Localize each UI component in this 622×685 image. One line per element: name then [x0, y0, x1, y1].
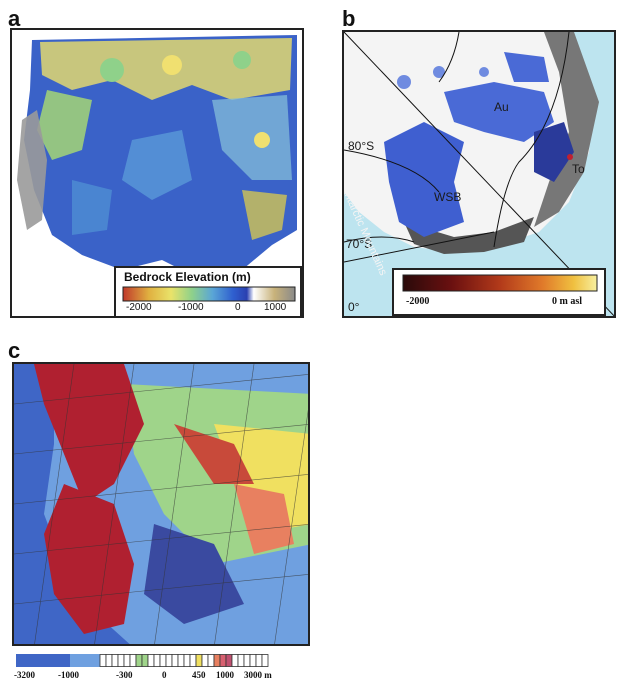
label-wsb: WSB: [434, 190, 462, 204]
panel-a-letter: a: [8, 6, 21, 31]
label-to: To: [572, 162, 585, 176]
legend-b-left: -2000: [406, 296, 430, 307]
colorbar-c: [16, 654, 269, 667]
colorbar-b: [402, 274, 598, 292]
panel-a-map: Bedrock Elevation (m) -2000 -1000: [10, 28, 304, 318]
subglacial-topography-map: [14, 364, 308, 644]
legend-title: Bedrock Elevation (m): [124, 270, 251, 284]
cbar-c-label-0: -3200: [14, 670, 35, 680]
panel-b-legend: -2000 0 m asl: [392, 268, 606, 316]
cbar-c-label-4: 450: [192, 670, 206, 680]
colorbar-a: [122, 286, 296, 302]
panel-a-legend: Bedrock Elevation (m) -2000 -1000: [114, 266, 302, 316]
tick-a-1: -1000: [178, 302, 204, 313]
label-70s: 70°S: [346, 237, 373, 251]
cbar-c-label-1: -1000: [58, 670, 79, 680]
legend-b-right: 0 m asl: [552, 296, 582, 307]
cbar-c-label-2: -300: [116, 670, 133, 680]
tick-a-2: 0: [235, 302, 241, 313]
cbar-c-label-5: 1000: [216, 670, 234, 680]
panel-c-letter: c: [8, 338, 21, 363]
cbar-c-label-3: 0: [162, 670, 167, 680]
label-80s: 80°S: [348, 139, 375, 153]
cbar-c-label-6: 3000 m: [244, 670, 272, 680]
bedrock-elevation-map: [17, 35, 297, 280]
panel-b-map: Au To WSB 80°S 70°S 0° Transantarctic Mo…: [342, 30, 616, 318]
label-0deg: 0°: [348, 300, 360, 314]
tick-a-0: -2000: [126, 302, 152, 313]
label-au: Au: [494, 100, 509, 114]
bed-below-sea-level-map: [344, 32, 614, 316]
panel-b-letter: b: [342, 6, 356, 31]
tick-a-3: 1000: [264, 302, 287, 313]
panel-c-map: [12, 362, 310, 646]
